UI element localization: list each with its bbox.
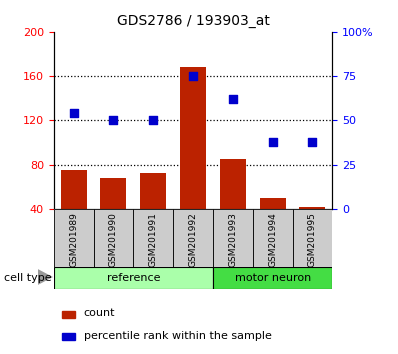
Bar (259, 198, 285, 209)
Text: reference: reference (107, 273, 160, 282)
Text: GSM201992: GSM201992 (189, 212, 197, 267)
Point (269, 139, 276, 144)
Text: count: count (84, 308, 115, 318)
Point (150, 118, 156, 123)
Text: percentile rank within the sample: percentile rank within the sample (84, 331, 272, 341)
Text: GSM201994: GSM201994 (268, 212, 277, 267)
Bar (213, 267, 332, 289)
Text: GSM201990: GSM201990 (109, 212, 118, 267)
Text: GSM201993: GSM201993 (228, 212, 237, 267)
Bar (299, 207, 325, 209)
Bar (213, 209, 253, 267)
Text: cell type: cell type (4, 273, 52, 283)
Bar (220, 159, 246, 209)
Bar (62, 333, 76, 340)
Title: GDS2786 / 193903_at: GDS2786 / 193903_at (117, 14, 269, 28)
Point (190, 73, 196, 79)
Bar (253, 209, 293, 267)
Point (309, 139, 316, 144)
Text: GSM201989: GSM201989 (69, 212, 78, 267)
Bar (54, 209, 94, 267)
Bar (180, 67, 206, 209)
Point (230, 96, 236, 102)
Bar (54, 267, 213, 289)
Text: GSM201995: GSM201995 (308, 212, 317, 267)
Text: GSM201991: GSM201991 (149, 212, 158, 267)
Bar (293, 209, 332, 267)
Point (70, 110, 77, 116)
Point (110, 118, 117, 123)
Bar (62, 311, 76, 318)
Bar (133, 209, 173, 267)
Polygon shape (38, 269, 53, 285)
Bar (94, 209, 133, 267)
Bar (140, 173, 166, 209)
Bar (173, 209, 213, 267)
Text: motor neuron: motor neuron (234, 273, 311, 282)
Bar (100, 178, 126, 209)
Bar (60, 170, 87, 209)
